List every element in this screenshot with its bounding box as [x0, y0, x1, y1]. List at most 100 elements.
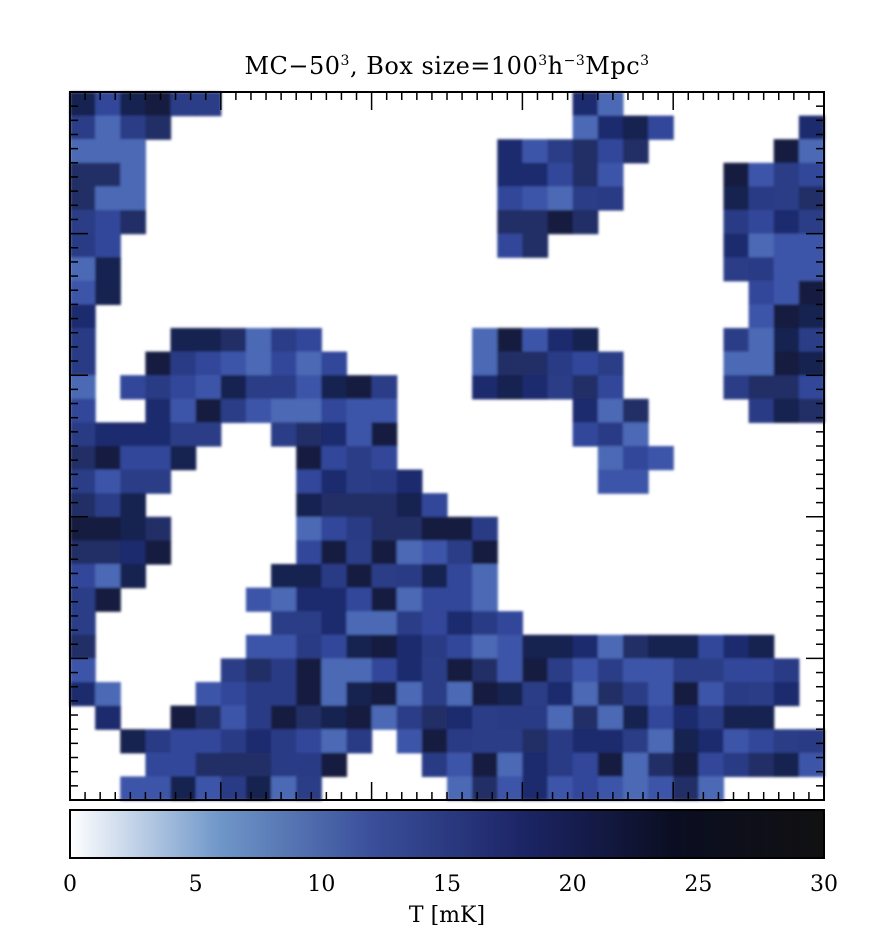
heatmap-cell	[748, 705, 775, 730]
heatmap-cell	[95, 233, 121, 258]
heatmap-cell	[321, 446, 348, 471]
heatmap-cell	[396, 658, 423, 683]
heatmap-cell	[447, 705, 473, 730]
heatmap-cell	[271, 351, 297, 376]
heatmap-cell	[396, 493, 423, 518]
heatmap-cell	[296, 398, 322, 423]
heatmap-cell	[798, 280, 825, 305]
heatmap-cell	[70, 540, 96, 565]
heatmap-cell	[773, 304, 800, 329]
heatmap-cell	[698, 658, 725, 683]
heatmap-cell	[296, 446, 322, 471]
heatmap-cell	[472, 540, 498, 565]
heatmap-cell	[748, 752, 775, 777]
heatmap-cell	[572, 705, 599, 730]
heatmap-cell	[497, 634, 523, 659]
heatmap-cell	[597, 446, 624, 471]
heatmap-cell	[195, 351, 222, 376]
heatmap-cell	[773, 328, 800, 353]
heatmap-cell	[497, 233, 523, 258]
heatmap-cell	[296, 729, 322, 754]
heatmap-cell	[120, 469, 146, 494]
heatmap-cell	[572, 115, 599, 140]
heatmap-cell	[346, 587, 373, 612]
heatmap-cell	[723, 729, 750, 754]
heatmap-cell	[547, 729, 574, 754]
heatmap-cell	[195, 328, 222, 353]
heatmap-cell	[245, 729, 272, 754]
heatmap-cell	[572, 139, 599, 164]
heatmap-cell	[321, 398, 348, 423]
heatmap-cell	[522, 682, 549, 707]
heatmap-cell	[296, 752, 322, 777]
heatmap-cell	[798, 115, 825, 140]
colorbar-tick-label: 30	[810, 872, 838, 897]
heatmap-cell	[798, 210, 825, 235]
heatmap-cell	[70, 493, 96, 518]
heatmap-cell	[447, 564, 473, 589]
heatmap-cell	[472, 611, 498, 636]
heatmap-cell	[396, 564, 423, 589]
heatmap-cell	[195, 682, 222, 707]
heatmap-cell	[95, 587, 121, 612]
heatmap-cell	[95, 564, 121, 589]
heatmap-cell	[271, 328, 297, 353]
heatmap-cell	[748, 280, 775, 305]
heatmap-cell	[622, 115, 649, 140]
heatmap-cell	[321, 682, 348, 707]
heatmap-cell	[396, 611, 423, 636]
heatmap-cell	[773, 729, 800, 754]
heatmap-cell	[597, 375, 624, 400]
heatmap-cell	[673, 776, 699, 801]
heatmap-cell	[95, 210, 121, 235]
heatmap-cell	[421, 540, 448, 565]
heatmap-cell	[120, 139, 146, 164]
heatmap-cell	[472, 328, 498, 353]
heatmap-cell	[572, 682, 599, 707]
heatmap-cell	[346, 493, 373, 518]
heatmap-cell	[572, 328, 599, 353]
heatmap-cell	[296, 658, 322, 683]
heatmap-cell	[748, 375, 775, 400]
heatmap-cell	[346, 516, 373, 541]
heatmap-cell	[572, 162, 599, 187]
heatmap-cell	[321, 375, 348, 400]
heatmap-cell	[673, 658, 699, 683]
heatmap-cell	[497, 705, 523, 730]
heatmap-cell	[522, 658, 549, 683]
heatmap-cell	[547, 351, 574, 376]
heatmap-cell	[296, 564, 322, 589]
heatmap-cell	[748, 682, 775, 707]
heatmap-cell	[648, 682, 674, 707]
heatmap-cell	[421, 516, 448, 541]
heatmap-cell	[773, 658, 800, 683]
heatmap-cell	[321, 634, 348, 659]
heatmap-cell	[70, 280, 96, 305]
heatmap-cell	[472, 587, 498, 612]
heatmap-cell	[120, 186, 146, 211]
heatmap-cell	[648, 729, 674, 754]
heatmap-cell	[421, 587, 448, 612]
heatmap-cell	[497, 658, 523, 683]
heatmap-cell	[748, 351, 775, 376]
heatmap-cell	[296, 587, 322, 612]
heatmap-cell	[170, 375, 197, 400]
heatmap-cell	[95, 682, 121, 707]
colorbar-tick-label: 5	[188, 872, 203, 897]
heatmap-cell	[321, 422, 348, 447]
heatmap-cell	[95, 446, 121, 471]
heatmap-cell	[120, 516, 146, 541]
heatmap-cell	[120, 115, 146, 140]
heatmap-cell	[622, 398, 649, 423]
heatmap-cell	[145, 422, 172, 447]
heatmap-cell	[421, 634, 448, 659]
heatmap-cell	[245, 776, 272, 801]
heatmap-cell	[120, 422, 146, 447]
heatmap-cell	[296, 634, 322, 659]
heatmap-cell	[195, 92, 222, 117]
heatmap-cell	[371, 611, 398, 636]
heatmap-cell	[572, 186, 599, 211]
heatmap-cell	[773, 682, 800, 707]
heatmap-cell	[547, 682, 574, 707]
heatmap-cell	[748, 328, 775, 353]
